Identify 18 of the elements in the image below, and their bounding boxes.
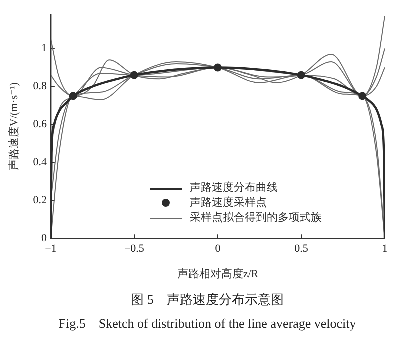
y-tick-label: 0.2 (33, 194, 47, 207)
x-tick-label: 0.5 (294, 243, 309, 256)
y-tick-label: 0.4 (33, 156, 48, 169)
y-axis-title: 声路速度V/(m·s⁻¹) (7, 82, 20, 171)
caption: 图 5 声路速度分布示意图 (130, 291, 285, 309)
y-tick-label: 0 (41, 232, 48, 244)
y-tick-label: 0.8 (33, 80, 48, 93)
legend-label: 声路速度分布曲线 (190, 180, 278, 195)
caption: Fig.5 Sketch of distribution of the line average velocity (58, 315, 358, 333)
y-tick-label: 1 (41, 42, 47, 55)
x-tick-label: −1 (45, 243, 57, 256)
legend-label: 采样点拟合得到的多项式族 (190, 210, 322, 225)
x-tick-label: −0.5 (124, 243, 145, 256)
y-tick-label: 0.6 (33, 118, 48, 131)
x-axis-title: 声路相对高度z/R (177, 267, 260, 280)
x-tick-label: 1 (382, 243, 388, 256)
x-tick-label: 0 (215, 243, 222, 256)
legend-label: 声路速度采样点 (190, 196, 267, 210)
